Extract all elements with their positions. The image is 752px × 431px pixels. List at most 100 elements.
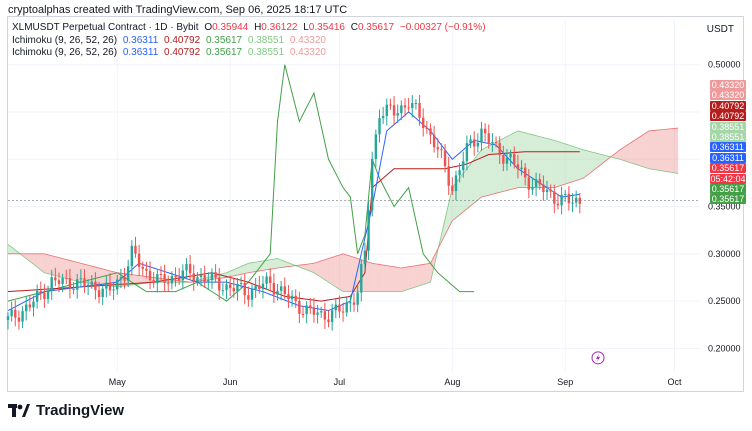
- candle-body: [553, 191, 556, 204]
- candle-body: [527, 177, 531, 190]
- cloud-segment: [324, 258, 329, 283]
- high-value: 0.36122: [261, 22, 298, 33]
- candle-body: [400, 105, 403, 114]
- cloud-segment: [332, 256, 336, 287]
- candle-body: [556, 203, 560, 206]
- tradingview-logo[interactable]: TradingView: [8, 402, 124, 419]
- candle-body: [312, 307, 316, 315]
- candle-body: [356, 292, 359, 305]
- tenkan-value: 0.36311: [122, 35, 159, 46]
- candle-body: [476, 142, 480, 147]
- x-tick-label: Oct: [667, 377, 682, 387]
- candle-body: [210, 272, 214, 281]
- cloud-segment: [404, 266, 409, 291]
- cloud-segment: [11, 247, 16, 254]
- candle-body: [549, 189, 552, 192]
- candle-body: [494, 142, 498, 144]
- cloud-segment: [37, 253, 41, 270]
- price-tag: 0.36311: [710, 152, 746, 163]
- candle-body: [574, 197, 578, 203]
- price-tag: 05:42:04: [710, 173, 746, 184]
- cloud-segment: [313, 262, 318, 276]
- candle-body: [177, 277, 181, 281]
- cloud-segment: [335, 255, 340, 290]
- candle-body: [498, 142, 501, 156]
- candle-body: [542, 184, 545, 193]
- candle-body: [294, 295, 297, 301]
- candle-body: [265, 276, 268, 284]
- y-tick-label: 0.35000: [708, 202, 741, 212]
- cloud-segment: [412, 265, 416, 289]
- candle-body: [276, 290, 279, 295]
- ichimoku-legend-2[interactable]: Ichimoku (9, 26, 52, 26) 0.36311 0.40792…: [12, 47, 329, 58]
- candle-body: [188, 264, 192, 274]
- y-tick-label: 0.25000: [708, 296, 741, 306]
- candle-body: [250, 289, 254, 300]
- cloud-segment: [277, 258, 282, 268]
- cloud-segment: [506, 134, 511, 191]
- cloud-segment: [139, 275, 143, 285]
- symbol-label[interactable]: XLMUSDT Perpetual Contract · 1D · Bybit: [12, 22, 199, 33]
- cloud-segment: [142, 276, 147, 284]
- cloud-segment: [619, 147, 624, 161]
- candle-body: [381, 116, 385, 119]
- ichimoku-legend-1[interactable]: Ichimoku (9, 26, 52, 26) 0.36311 0.40792…: [12, 35, 329, 46]
- candle-body: [32, 301, 35, 308]
- cloud-segment: [594, 152, 599, 170]
- cloud-segment: [408, 266, 413, 290]
- candle-body: [123, 277, 126, 281]
- cloud-segment: [135, 275, 140, 285]
- candle-body: [443, 150, 447, 167]
- candle-body: [192, 273, 195, 282]
- brand-name: TradingView: [36, 402, 125, 419]
- cloud-segment: [667, 128, 671, 173]
- candle-body: [414, 102, 418, 104]
- cloud-segment: [656, 129, 660, 171]
- cloud-segment: [95, 267, 100, 285]
- chikou-value: 0.35617: [205, 35, 243, 46]
- cloud-segment: [364, 260, 369, 292]
- cloud-segment: [77, 262, 81, 283]
- candle-body: [46, 290, 50, 299]
- cloud-segment: [547, 138, 551, 188]
- candle-body: [225, 284, 228, 291]
- cloud-segment: [51, 255, 56, 276]
- candle-body: [502, 155, 505, 164]
- cloud-segment: [40, 253, 45, 273]
- candle-body: [108, 282, 112, 291]
- cloud-segment: [510, 132, 515, 190]
- candle-body: [43, 292, 46, 299]
- currency-label[interactable]: USDT: [706, 24, 734, 35]
- candle-body: [283, 286, 286, 295]
- candle-body: [152, 280, 155, 284]
- candle-body: [86, 284, 90, 286]
- candle-body: [17, 317, 21, 322]
- candle-body: [567, 193, 571, 204]
- candle-body: [137, 253, 141, 267]
- price-tag: 0.40792: [710, 100, 746, 111]
- cloud-segment: [426, 263, 431, 284]
- cloud-segment: [517, 130, 522, 188]
- candle-body: [65, 277, 68, 279]
- candle-body: [101, 288, 104, 298]
- cloud-segment: [528, 133, 533, 188]
- candle-body: [385, 104, 388, 117]
- cloud-segment: [372, 263, 376, 292]
- ichimoku-title: Ichimoku (9, 26, 52, 26): [12, 47, 118, 58]
- senkou-b-value: 0.43320: [289, 35, 326, 46]
- cloud-segment: [674, 128, 679, 174]
- candle-body: [411, 103, 414, 109]
- candle-body: [520, 167, 523, 170]
- candle-body: [440, 149, 443, 151]
- candle-body: [407, 107, 410, 109]
- cloud-segment: [33, 253, 38, 268]
- candle-body: [327, 319, 330, 322]
- candle-body: [68, 278, 72, 289]
- candle-body: [309, 305, 312, 308]
- candle-body: [396, 113, 399, 116]
- price-tag: 0.38551: [710, 121, 746, 132]
- y-tick-label: 0.20000: [708, 343, 741, 353]
- candle-body: [76, 279, 79, 290]
- x-tick-label: May: [109, 377, 127, 387]
